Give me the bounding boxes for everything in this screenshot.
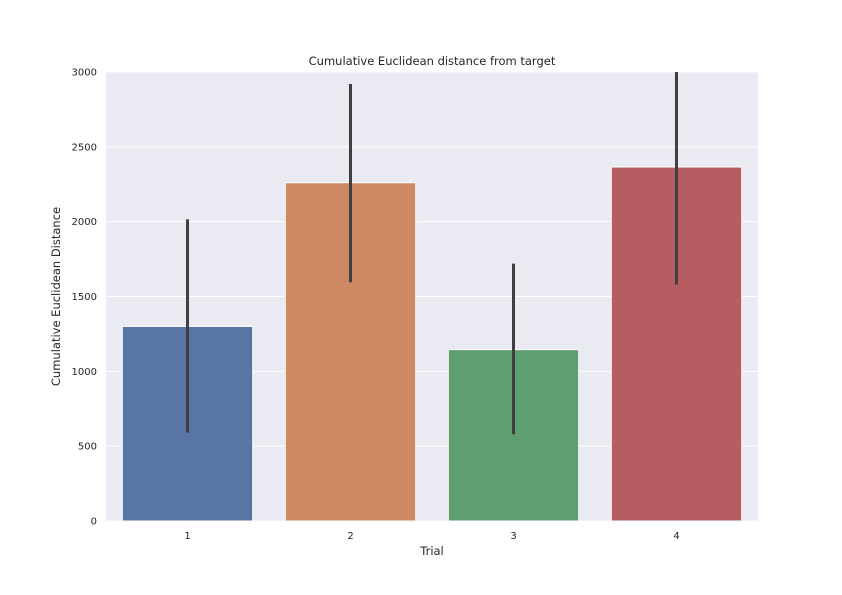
- x-tick-label: 1: [184, 531, 190, 542]
- x-axis-label: Trial: [419, 544, 444, 558]
- x-tick-label: 4: [673, 531, 679, 542]
- y-tick-label: 1000: [72, 367, 97, 378]
- y-tick-label: 500: [78, 442, 97, 453]
- y-tick-label: 3000: [72, 68, 97, 79]
- y-tick-label: 1500: [72, 292, 97, 303]
- x-tick-label: 3: [510, 531, 516, 542]
- chart-title: Cumulative Euclidean distance from targe…: [309, 54, 556, 68]
- y-tick-labels: 0 500 1000 1500 2000 2500 3000: [72, 68, 97, 528]
- y-tick-label: 2000: [72, 217, 97, 228]
- y-tick-label: 2500: [72, 142, 97, 153]
- x-tick-labels: 1 2 3 4: [184, 531, 679, 542]
- error-bars: [186, 72, 678, 435]
- x-tick-label: 2: [347, 531, 353, 542]
- y-tick-label: 0: [91, 517, 97, 528]
- y-axis-label: Cumulative Euclidean Distance: [49, 207, 63, 386]
